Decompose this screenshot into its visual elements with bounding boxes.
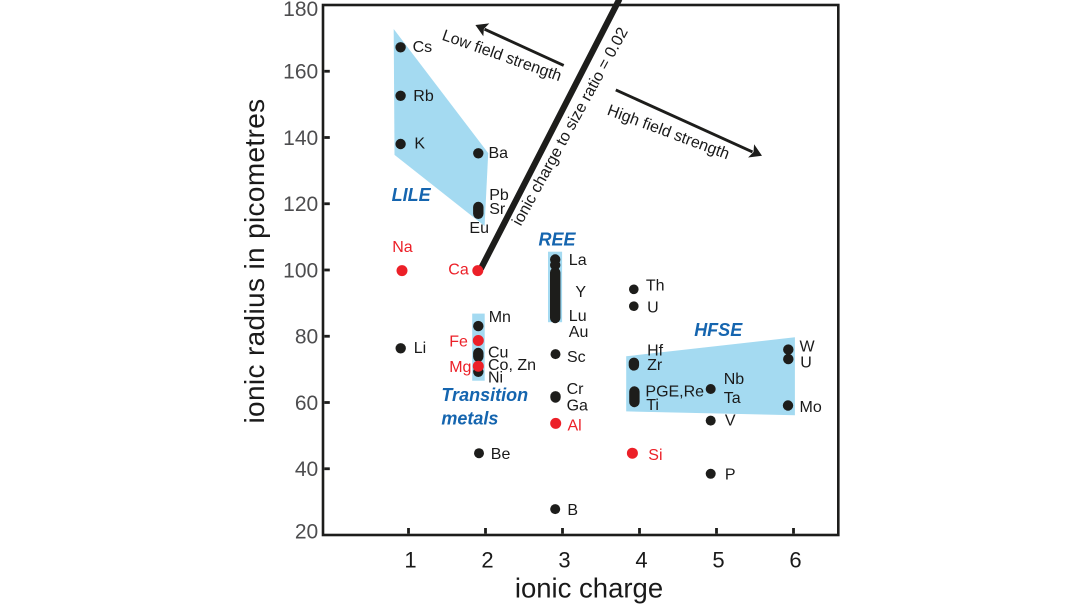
svg-text:4: 4 [635, 548, 647, 573]
svg-text:1: 1 [404, 548, 416, 573]
svg-text:Fe: Fe [449, 333, 468, 350]
svg-text:Ga: Ga [567, 398, 588, 415]
svg-text:PGE,Re: PGE,Re [645, 384, 704, 401]
svg-text:La: La [569, 252, 587, 269]
svg-text:Ti: Ti [646, 397, 659, 414]
svg-text:140: 140 [283, 127, 318, 150]
svg-text:metals: metals [441, 408, 498, 428]
svg-text:Ta: Ta [724, 390, 741, 407]
svg-text:Ni: Ni [488, 370, 503, 387]
svg-text:Eu: Eu [469, 220, 489, 237]
svg-text:Mg: Mg [449, 359, 471, 376]
svg-text:5: 5 [712, 548, 724, 573]
svg-text:2: 2 [481, 548, 493, 573]
svg-text:120: 120 [283, 193, 318, 216]
svg-text:B: B [567, 502, 578, 519]
svg-text:Th: Th [646, 278, 665, 295]
svg-text:P: P [725, 467, 736, 484]
svg-text:Zr: Zr [647, 357, 663, 374]
svg-text:180: 180 [283, 0, 318, 21]
svg-text:Sc: Sc [567, 349, 586, 366]
svg-text:100: 100 [283, 260, 318, 283]
svg-text:60: 60 [295, 392, 318, 415]
svg-text:Cr: Cr [567, 381, 585, 398]
svg-text:Na: Na [392, 239, 413, 256]
svg-text:3: 3 [558, 548, 570, 573]
svg-text:Au: Au [569, 324, 589, 341]
svg-text:Pb: Pb [489, 187, 509, 204]
svg-text:K: K [414, 135, 425, 152]
svg-text:Ba: Ba [489, 145, 509, 162]
svg-text:80: 80 [295, 326, 318, 349]
svg-text:Y: Y [575, 284, 586, 301]
svg-text:Ca: Ca [448, 262, 469, 279]
svg-text:U: U [800, 354, 812, 371]
svg-text:Mn: Mn [489, 309, 511, 326]
svg-text:Be: Be [491, 446, 511, 463]
svg-text:Co, Zn: Co, Zn [488, 357, 536, 374]
svg-text:Si: Si [648, 447, 662, 464]
svg-text:ionic radius in picometres: ionic radius in picometres [239, 98, 270, 423]
svg-text:Transition: Transition [441, 385, 528, 405]
svg-text:LILE: LILE [392, 185, 432, 205]
svg-text:Cu: Cu [488, 345, 508, 362]
svg-text:Cs: Cs [413, 39, 433, 56]
svg-text:REE: REE [539, 230, 577, 250]
svg-text:Rb: Rb [413, 88, 434, 105]
svg-text:Sr: Sr [489, 201, 506, 218]
svg-text:20: 20 [295, 521, 318, 544]
svg-text:Li: Li [414, 340, 426, 357]
svg-text:Al: Al [568, 418, 582, 435]
svg-text:40: 40 [295, 458, 318, 481]
svg-text:Nb: Nb [724, 371, 745, 388]
svg-text:ionic charge: ionic charge [515, 573, 663, 604]
svg-text:Lu: Lu [569, 308, 587, 325]
svg-text:6: 6 [789, 548, 801, 573]
svg-text:W: W [800, 338, 816, 355]
svg-text:160: 160 [283, 61, 318, 84]
svg-text:V: V [725, 413, 736, 430]
svg-text:Hf: Hf [647, 343, 664, 360]
svg-text:U: U [647, 299, 659, 316]
svg-text:HFSE: HFSE [694, 320, 743, 340]
svg-text:Mo: Mo [800, 399, 822, 416]
